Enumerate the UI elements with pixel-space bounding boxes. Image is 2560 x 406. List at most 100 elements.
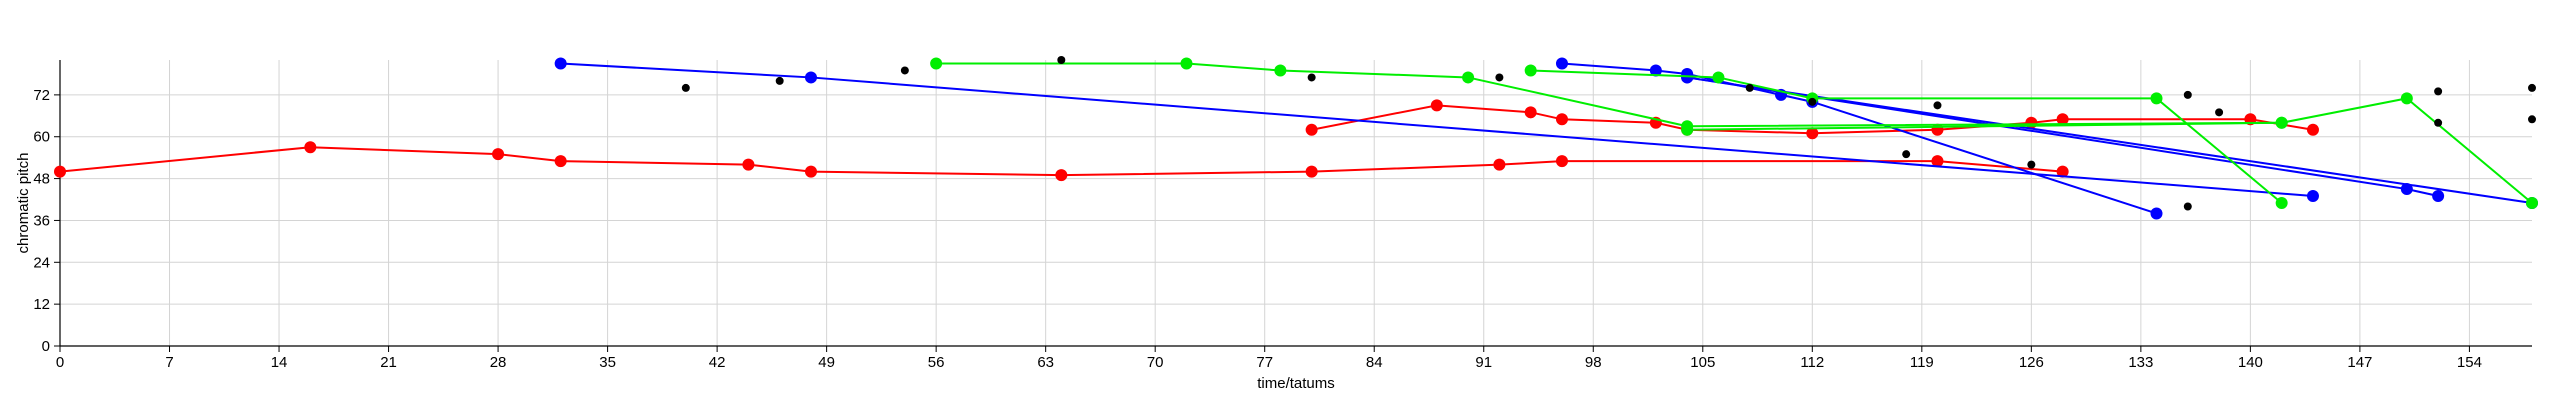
x-tick-label: 63 xyxy=(1037,354,1054,371)
data-point xyxy=(2434,87,2443,96)
data-point xyxy=(775,76,784,85)
data-point xyxy=(1681,123,1694,136)
y-tick-label: 0 xyxy=(42,338,50,355)
x-tick-label: 91 xyxy=(1475,354,1492,371)
data-point xyxy=(2434,118,2443,127)
y-tick-label: 12 xyxy=(33,296,50,313)
y-tick-label: 72 xyxy=(33,87,50,104)
data-point xyxy=(2306,190,2319,203)
x-tick-label: 21 xyxy=(380,354,397,371)
data-point xyxy=(1649,64,1662,77)
series-2 xyxy=(554,57,2319,203)
data-point xyxy=(1808,97,1817,106)
data-point xyxy=(2150,92,2163,105)
data-point xyxy=(2432,190,2445,203)
data-point xyxy=(930,57,943,70)
data-point xyxy=(2183,202,2192,211)
data-point xyxy=(2306,123,2319,136)
data-point xyxy=(2526,197,2538,209)
data-point xyxy=(2400,92,2413,105)
data-point xyxy=(1307,73,1316,82)
data-point xyxy=(554,155,567,168)
x-tick-label: 119 xyxy=(1910,354,1934,371)
series-line xyxy=(59,146,2063,177)
y-tick-label: 60 xyxy=(33,129,50,146)
data-point xyxy=(1902,150,1911,159)
x-tick-label: 133 xyxy=(2128,354,2153,371)
y-axis-label: chromatic pitch xyxy=(15,153,32,254)
data-point xyxy=(1430,99,1443,112)
data-point xyxy=(54,165,66,178)
data-point xyxy=(2528,115,2536,124)
x-tick-label: 42 xyxy=(709,354,726,371)
data-point xyxy=(1555,113,1568,126)
x-tick-label: 49 xyxy=(818,354,835,371)
data-point xyxy=(2400,183,2413,196)
x-tick-label: 56 xyxy=(928,354,945,371)
series-line xyxy=(936,62,2282,128)
x-tick-label: 140 xyxy=(2238,354,2263,371)
x-tick-label: 28 xyxy=(490,354,507,371)
y-tick-label: 36 xyxy=(33,212,50,229)
axes: 0 7 14 21 28 35 42 49 56 63 70 77 84 91 98 105 112 119 126… xyxy=(33,60,2532,371)
series-line xyxy=(1687,97,2533,204)
data-point xyxy=(1931,155,1944,168)
data-point xyxy=(1745,83,1754,92)
x-tick-label: 0 xyxy=(56,354,64,371)
x-tick-label: 84 xyxy=(1366,354,1383,371)
series-line xyxy=(1311,104,2314,135)
data-point xyxy=(1305,123,1318,136)
x-axis-label: time/tatums xyxy=(1257,375,1335,392)
x-tick-label: 126 xyxy=(2019,354,2044,371)
data-point xyxy=(1274,64,1287,77)
x-tick-label: 70 xyxy=(1147,354,1164,371)
data-point xyxy=(900,66,909,75)
series-0 xyxy=(54,141,2069,182)
data-point xyxy=(804,71,817,84)
data-point xyxy=(1495,73,1504,82)
series-line xyxy=(1561,62,2157,215)
data-point xyxy=(2056,113,2069,126)
data-point xyxy=(681,83,690,92)
data-point xyxy=(1524,106,1537,119)
data-point xyxy=(492,148,505,161)
x-tick-label: 147 xyxy=(2347,354,2372,371)
y-tick-label: 48 xyxy=(33,171,50,188)
data-point xyxy=(804,165,817,178)
data-point xyxy=(304,141,317,154)
data-point xyxy=(2528,83,2536,92)
data-point xyxy=(1681,71,1694,84)
x-tick-label: 14 xyxy=(271,354,288,371)
data-point xyxy=(2275,116,2288,129)
data-point xyxy=(554,57,567,70)
series-8 xyxy=(1681,92,2538,209)
data-point xyxy=(742,158,755,171)
data-point xyxy=(1493,158,1506,171)
x-tick-label: 112 xyxy=(1800,354,1824,371)
series-9 xyxy=(681,56,2536,211)
data-point xyxy=(2056,165,2069,178)
x-tick-label: 154 xyxy=(2457,354,2482,371)
data-point xyxy=(1712,71,1725,84)
data-point xyxy=(2183,90,2192,99)
data-point xyxy=(2150,207,2163,220)
data-point xyxy=(2215,108,2224,117)
series xyxy=(54,56,2538,220)
data-point xyxy=(1555,57,1568,70)
x-tick-label: 7 xyxy=(165,354,173,371)
data-point xyxy=(1524,64,1537,77)
series-line xyxy=(560,62,2314,198)
data-point xyxy=(1055,169,1068,182)
x-tick-label: 98 xyxy=(1585,354,1602,371)
data-point xyxy=(1555,155,1568,168)
x-tick-label: 77 xyxy=(1256,354,1273,371)
data-point xyxy=(1305,165,1318,178)
data-point xyxy=(1806,127,1819,140)
data-point xyxy=(1933,101,1942,110)
y-tick-label: 24 xyxy=(33,254,50,271)
series-3 xyxy=(1555,57,2163,220)
data-point xyxy=(1180,57,1193,70)
data-point xyxy=(1462,71,1475,84)
